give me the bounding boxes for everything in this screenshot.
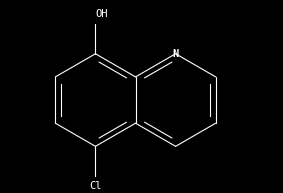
Text: Cl: Cl — [89, 181, 102, 191]
Text: N: N — [173, 49, 179, 59]
Text: OH: OH — [95, 9, 108, 19]
